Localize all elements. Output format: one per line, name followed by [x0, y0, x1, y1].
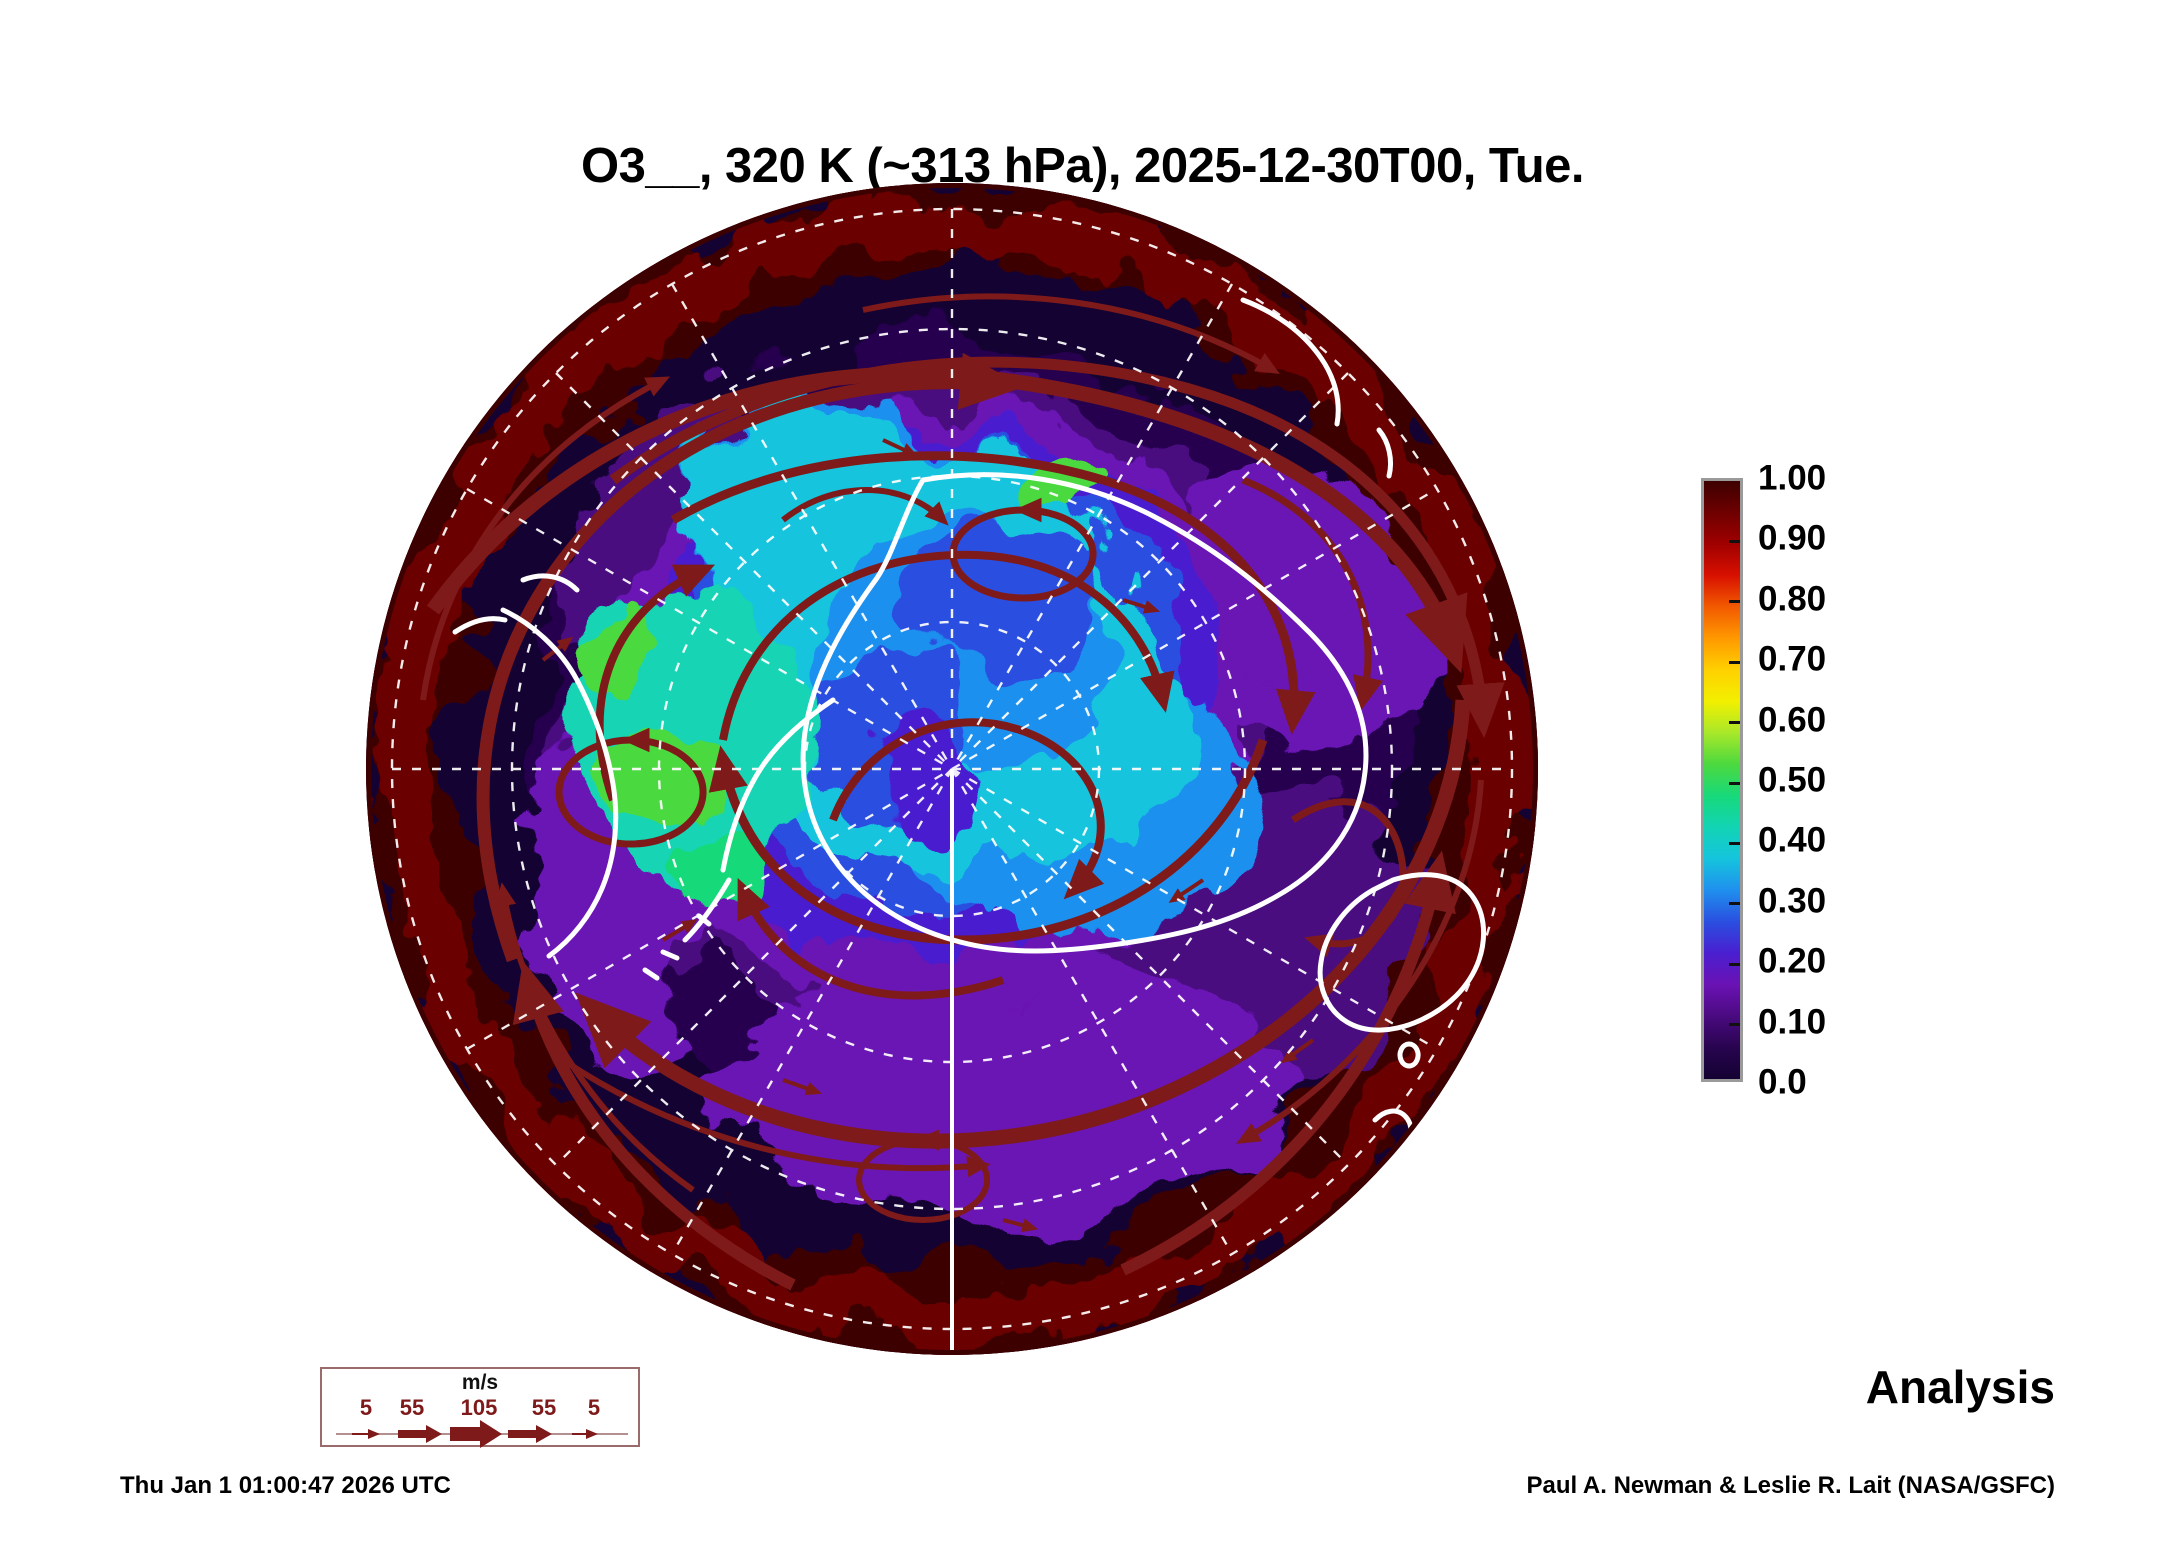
globe-rim — [366, 183, 1538, 1355]
map-field — [366, 183, 1538, 1355]
wind-speed-value: 5 — [587, 1395, 601, 1420]
colorbar-tick — [1729, 721, 1740, 725]
analysis-label: Analysis — [1865, 1361, 2055, 1413]
wind-speed-value: 5 — [359, 1395, 373, 1420]
map-canvas — [366, 183, 1538, 1355]
page-title: O3__, 320 K (~313 hPa), 2025-12-30T00, T… — [580, 139, 1585, 193]
colorbar-tick-label: 0.40 — [1758, 820, 1827, 860]
colorbar-tick — [1729, 600, 1740, 604]
colorbar-tick-label: 1.00 — [1758, 458, 1827, 498]
colorbar-tick-label: 0.70 — [1758, 639, 1827, 679]
colorbar-tick — [1729, 841, 1740, 845]
colorbar-tick-label: 0.20 — [1758, 941, 1827, 981]
wind-speed-legend: m/s 5 55 105 55 5 — [320, 1367, 640, 1448]
colorbar-tick — [1729, 660, 1740, 664]
colorbar-labels: 1.00 0.90 0.80 0.70 0.60 0.50 0.40 0.30 0.20 0.10… — [1758, 461, 1978, 1100]
colorbar-gradient — [1704, 481, 1740, 1079]
colorbar-tick-label: 0.50 — [1758, 760, 1827, 800]
colorbar-tick-label: 0.10 — [1758, 1002, 1827, 1042]
colorbar-tick-label: 0.90 — [1758, 518, 1827, 558]
wind-speed-value: 55 — [531, 1395, 557, 1420]
colorbar-tick-label: 0.0 — [1758, 1062, 1807, 1102]
streamline-group — [420, 293, 1505, 1291]
colorbar-tick-label: 0.60 — [1758, 700, 1827, 740]
polar-map — [363, 180, 1541, 1358]
colorbar-tick-label: 0.30 — [1758, 881, 1827, 921]
wind-arrow-scale — [336, 1420, 628, 1448]
author-credit: Paul A. Newman & Leslie R. Lait (NASA/GS… — [1526, 1472, 2055, 1499]
coastlines — [452, 297, 1487, 1185]
colorbar-tick — [1729, 781, 1740, 785]
colorbar-tick — [1729, 902, 1740, 906]
colorbar-tick-label: 0.80 — [1758, 579, 1827, 619]
colorbar-tick — [1729, 962, 1740, 966]
wind-unit-label: m/s — [461, 1371, 499, 1394]
wind-speed-value: 55 — [399, 1395, 425, 1420]
colorbar — [1701, 478, 1743, 1082]
colorbar-tick — [1729, 539, 1740, 543]
colorbar-ticks — [1704, 481, 1740, 1079]
colorbar-tick — [1729, 1023, 1740, 1027]
generation-timestamp: Thu Jan 1 01:00:47 2026 UTC — [120, 1472, 451, 1499]
wind-speed-value: 105 — [460, 1395, 498, 1420]
